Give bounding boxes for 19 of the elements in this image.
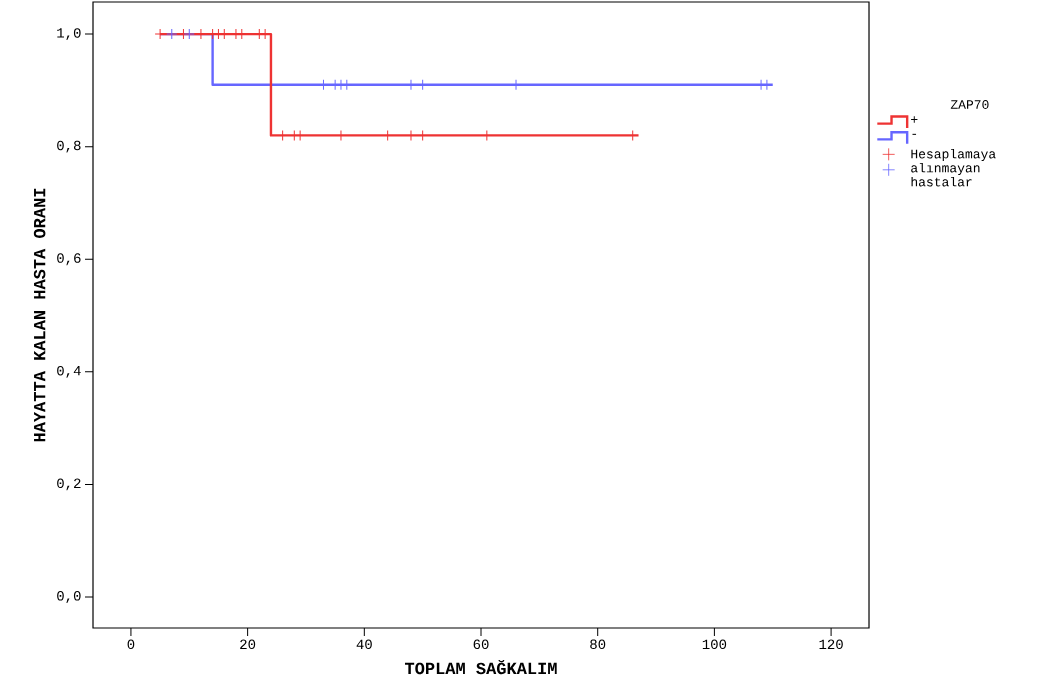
y-tick-label: 0,2 bbox=[57, 478, 81, 491]
x-tick-label: 60 bbox=[473, 639, 489, 650]
x-tick-label: 40 bbox=[356, 639, 372, 650]
legend-title: ZAP70 bbox=[950, 100, 989, 109]
legend-label: - bbox=[912, 133, 917, 135]
y-tick-label: 0,0 bbox=[57, 591, 81, 603]
legend-label: Hesaplamaya alınmayan hastalar bbox=[911, 148, 996, 187]
y-tick-label: 0,4 bbox=[57, 365, 81, 378]
x-tick-label: 0 bbox=[127, 639, 135, 650]
y-tick-label: 1,0 bbox=[57, 28, 81, 40]
x-tick-label: 20 bbox=[240, 639, 256, 650]
y-tick-label: 0,8 bbox=[57, 140, 81, 153]
x-tick-label: 120 bbox=[819, 639, 843, 650]
x-axis-title: TOPLAM SAĞKALIM bbox=[405, 659, 557, 675]
legend-label: + bbox=[911, 116, 918, 123]
x-tick-label: 80 bbox=[590, 639, 606, 650]
y-axis-title: HAYATTA KALAN HASTA ORANI bbox=[33, 188, 46, 442]
y-tick-label: 0,6 bbox=[57, 253, 81, 266]
x-tick-label: 100 bbox=[702, 639, 727, 650]
